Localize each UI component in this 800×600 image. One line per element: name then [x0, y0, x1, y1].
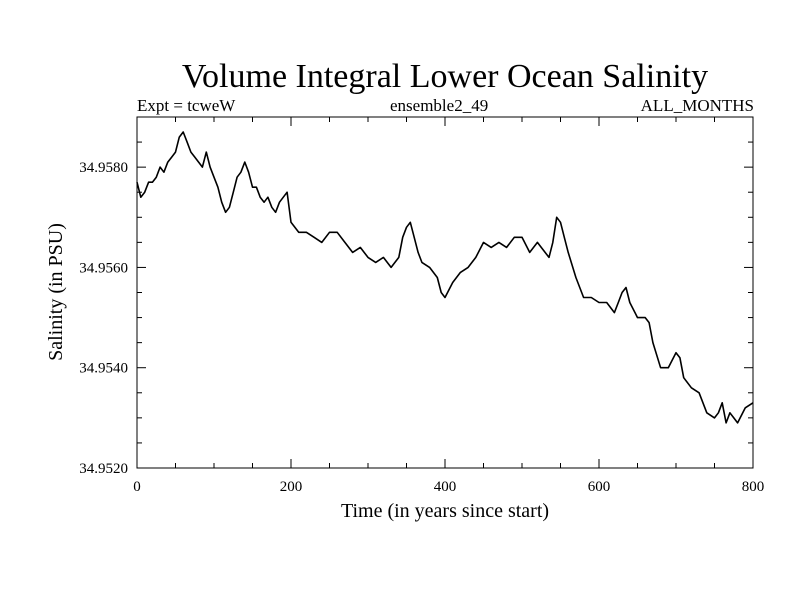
ensemble-label: ensemble2_49: [390, 96, 489, 115]
x-tick-label: 600: [588, 479, 611, 495]
months-label: ALL_MONTHS: [640, 96, 754, 115]
y-tick-label: 34.9580: [79, 160, 128, 176]
x-tick-label: 400: [434, 479, 457, 495]
chart-title: Volume Integral Lower Ocean Salinity: [181, 58, 709, 95]
y-tick-label: 34.9560: [79, 260, 128, 276]
x-tick-label: 0: [133, 479, 141, 495]
y-tick-label: 34.9520: [79, 461, 128, 477]
y-axis-title: Salinity (in PSU): [45, 223, 67, 361]
axis-ticks: [136, 116, 754, 469]
tick-labels: 0 200 400 600 800 34.9520 34.9540 34.9560 34.958…: [79, 160, 764, 495]
experiment-label: Expt = tcweW: [137, 96, 236, 115]
y-tick-label: 34.9540: [79, 361, 128, 377]
plot-frame: [136, 116, 754, 469]
x-tick-label: 200: [280, 479, 303, 495]
salinity-series-line: [136, 131, 754, 424]
x-tick-label: 800: [742, 479, 765, 495]
x-axis-title: Time (in years since start): [341, 500, 549, 522]
